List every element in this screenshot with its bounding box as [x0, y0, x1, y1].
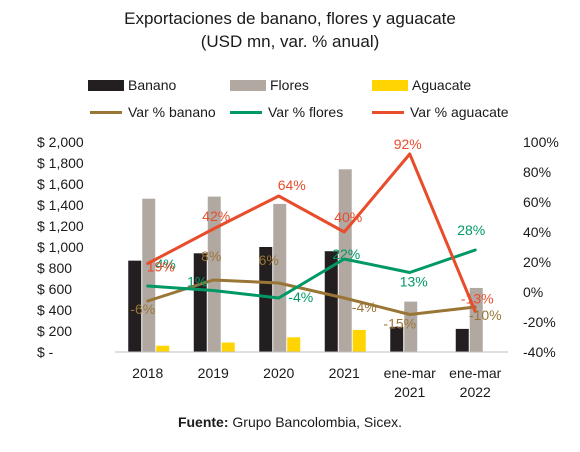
x-tick-label: 2022 [460, 384, 491, 400]
bar-banano [259, 247, 273, 352]
y-right-tick-label: 100% [523, 134, 559, 150]
source-text: Grupo Bancolombia, Sicex. [228, 414, 403, 430]
y-right-tick-label: 40% [523, 224, 551, 240]
y-left-tick-label: $ 1,200 [37, 218, 84, 234]
line-var_aguacate [146, 152, 477, 313]
legend-label-var-flores: Var % flores [268, 104, 344, 120]
chart-title: Exportaciones de banano, flores y aguaca… [124, 9, 456, 28]
legend-swatch-banano [88, 79, 124, 91]
y-left-tick-label: $ 1,000 [37, 239, 84, 255]
data-label-var-banano: -4% [352, 299, 377, 315]
x-tick-label: ene-mar [384, 365, 436, 381]
legend-item-flores: Flores [230, 77, 309, 93]
legend-label-var-aguacate: Var % aguacate [410, 104, 509, 120]
data-label-var-aguacate: 40% [334, 209, 362, 225]
bar-banano [390, 326, 404, 352]
data-label-var-aguacate: 42% [202, 208, 230, 224]
legend-label-flores: Flores [270, 77, 309, 93]
data-label-var-aguacate: 19% [147, 259, 175, 275]
x-tick-label: 2019 [198, 365, 229, 381]
bar-banano [455, 328, 469, 352]
bar-aguacate [287, 337, 301, 352]
y-left-tick-label: $ 1,800 [37, 155, 84, 171]
legend-item-var-flores: Var % flores [230, 104, 343, 120]
data-label-var-banano: 8% [201, 248, 221, 264]
x-tick-label: 2018 [132, 365, 163, 381]
legend-swatch-var-flores [230, 110, 262, 114]
bar-aguacate [156, 345, 170, 352]
line-var_flores [146, 248, 477, 300]
source-label: Fuente: [177, 414, 229, 430]
bar-flores [207, 196, 221, 352]
data-label-var-aguacate: 92% [394, 136, 422, 152]
legend-swatch-var-aguacate [372, 110, 404, 114]
legend-item-var-aguacate: Var % aguacate [372, 104, 509, 120]
y-right-tick-label: -20% [523, 314, 556, 330]
y-left-tick-label: $ 800 [37, 260, 72, 276]
legend-item-var-banano: Var % banano [90, 104, 216, 120]
legend-label-aguacate: Aguacate [412, 77, 472, 93]
y-left-tick-label: $ 600 [37, 281, 72, 297]
y-right-tick-label: 80% [523, 164, 551, 180]
data-label-var-aguacate: 64% [278, 177, 306, 193]
legend-label-banano: Banano [128, 77, 177, 93]
data-label-var-banano: -6% [130, 301, 155, 317]
legend-item-banano: Banano [88, 77, 176, 93]
data-label-var-banano: -10% [469, 307, 502, 323]
y-right-tick-label: 0% [523, 284, 543, 300]
y-left-tick-label: $ 1,600 [37, 176, 84, 192]
line-var_banano [146, 278, 477, 316]
y-left-tick-label: $ 400 [37, 302, 72, 318]
bar-banano [193, 253, 207, 352]
legend-item-aguacate: Aguacate [372, 77, 471, 93]
y-left-tick-label: $ 1,400 [37, 197, 84, 213]
bar-flores [142, 198, 156, 352]
data-label-var-flores: 28% [457, 222, 485, 238]
x-tick-label: ene-mar [449, 365, 501, 381]
bar-banano [324, 251, 338, 352]
y-right-tick-label: -40% [523, 344, 556, 360]
y-left-tick-label: $ - [37, 344, 54, 360]
data-label-var-flores: 1% [187, 274, 207, 290]
x-tick-label: 2021 [329, 365, 360, 381]
legend-swatch-var-banano [90, 110, 122, 114]
legend-row-lines: Var % banano Var % flores Var % aguacate [0, 104, 580, 122]
y-right-tick-label: 20% [523, 254, 551, 270]
data-label-var-banano: -15% [383, 316, 416, 332]
data-label-var-flores: -4% [288, 289, 313, 305]
legend-swatch-aguacate [372, 79, 408, 91]
data-label-var-aguacate: -13% [461, 291, 494, 307]
y-right-tick-label: 60% [523, 194, 551, 210]
bar-flores [273, 203, 287, 352]
data-label-var-flores: 22% [332, 246, 360, 262]
y-left-tick-label: $ 2,000 [37, 134, 84, 150]
source-note: Fuente: Grupo Bancolombia, Sicex. [0, 414, 580, 430]
bar-banano [128, 260, 142, 352]
y-left-tick-label: $ 200 [37, 323, 72, 339]
legend-swatch-flores [230, 79, 266, 91]
chart-subtitle: (USD mn, var. % anual) [200, 32, 380, 51]
x-tick-label: 2021 [394, 384, 425, 400]
legend-label-var-banano: Var % banano [128, 104, 216, 120]
data-label-var-banano: 6% [259, 252, 279, 268]
x-tick-label: 2020 [263, 365, 294, 381]
bar-aguacate [352, 329, 366, 352]
legend-row-bars: Banano Flores Aguacate [0, 77, 580, 95]
bar-aguacate [221, 342, 235, 352]
data-label-var-flores: 4% [156, 256, 176, 272]
data-label-var-flores: 13% [400, 274, 428, 290]
